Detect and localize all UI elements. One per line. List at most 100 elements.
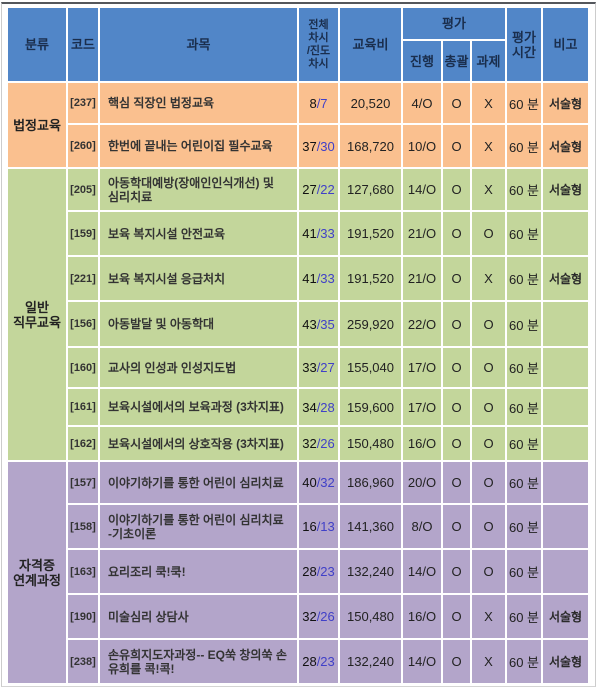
fee-cell: 150,480 (340, 427, 401, 460)
eval-assignment-cell: X (472, 83, 505, 123)
total-sessions: 34 (302, 399, 317, 415)
code-cell: [161] (68, 389, 98, 425)
eval-time-cell: 60 분 (507, 169, 541, 210)
total-sessions: 28 (302, 654, 317, 669)
code-cell: [163] (68, 550, 98, 593)
code-cell: [160] (68, 348, 98, 387)
fee-cell: 191,520 (340, 212, 401, 255)
progress-sessions: /30 (316, 138, 335, 154)
subject-cell: 한번에 끝내는 어린이집 필수교육 (100, 125, 297, 167)
progress-sessions: /13 (316, 519, 335, 534)
total-sessions: 33 (302, 360, 317, 375)
note-cell: 서술형 (543, 595, 588, 638)
progress-sessions: /35 (316, 316, 335, 332)
eval-progress-cell: 16/O (403, 427, 441, 460)
subject-cell: 손유희지도자과정-- EQ쑥 창의쑥 손 유희를 콕!콕! (100, 640, 297, 683)
eval-assignment-cell: O (472, 550, 505, 593)
sessions-cell: 41/33 (299, 257, 338, 300)
code-cell: [260] (68, 125, 98, 167)
eval-assignment-cell: X (472, 169, 505, 210)
eval-assignment-cell: O (472, 389, 505, 425)
header-code: 코드 (68, 8, 98, 81)
eval-assignment-cell: O (472, 212, 505, 255)
eval-progress-cell: 21/O (403, 212, 441, 255)
progress-sessions: /27 (316, 360, 335, 375)
code-cell: [162] (68, 427, 98, 460)
subject-cell: 아동발달 및 아동학대 (100, 302, 297, 346)
eval-assignment-cell: O (472, 427, 505, 460)
section-label-general: 일반 직무교육 (8, 169, 66, 460)
note-cell (543, 427, 588, 460)
sessions-cell: 40/32 (299, 462, 338, 503)
progress-sessions: /23 (316, 564, 335, 579)
eval-assignment-cell: O (472, 505, 505, 548)
note-cell: 서술형 (543, 83, 588, 123)
subject-cell: 핵심 직장인 법정교육 (100, 83, 297, 123)
sessions-cell: 32/26 (299, 427, 338, 460)
code-cell: [156] (68, 302, 98, 346)
progress-sessions: /26 (316, 609, 335, 624)
fee-cell: 159,600 (340, 389, 401, 425)
eval-assignment-cell: O (472, 302, 505, 346)
sessions-cell: 34/28 (299, 389, 338, 425)
subject-cell: 보육시설에서의 보육과정 (3차지표) (100, 389, 297, 425)
subject-cell: 이야기하기를 통한 어린이 심리치료 -기초이론 (100, 505, 297, 548)
total-sessions: 43 (302, 316, 317, 332)
eval-progress-cell: 14/O (403, 169, 441, 210)
eval-assignment-cell: O (472, 348, 505, 387)
note-cell: 서술형 (543, 125, 588, 167)
eval-assignment-cell: X (472, 257, 505, 300)
header-eval-overall: 총괄 (443, 41, 470, 81)
total-sessions: 41 (302, 271, 317, 286)
eval-overall-cell: O (443, 83, 470, 123)
header-evaluation: 평가 (403, 8, 505, 39)
eval-time-cell: 60 분 (507, 462, 541, 503)
note-cell (543, 348, 588, 387)
total-sessions: 27 (302, 182, 317, 197)
eval-assignment-cell: X (472, 125, 505, 167)
fee-cell: 259,920 (340, 302, 401, 346)
code-cell: [158] (68, 505, 98, 548)
eval-progress-cell: 8/O (403, 505, 441, 548)
subject-cell: 보육시설에서의 상호작용 (3차지표) (100, 427, 297, 460)
sessions-cell: 27/22 (299, 169, 338, 210)
progress-sessions: /32 (316, 475, 335, 490)
header-fee: 교육비 (340, 8, 401, 81)
code-cell: [205] (68, 169, 98, 210)
code-cell: [157] (68, 462, 98, 503)
progress-sessions: /22 (316, 182, 335, 197)
sessions-cell: 43/35 (299, 302, 338, 346)
eval-overall-cell: O (443, 640, 470, 683)
note-cell (543, 389, 588, 425)
eval-overall-cell: O (443, 348, 470, 387)
section-label-cert: 자격증 연계과정 (8, 462, 66, 683)
header-subject: 과목 (100, 8, 297, 81)
eval-overall-cell: O (443, 595, 470, 638)
eval-overall-cell: O (443, 169, 470, 210)
note-cell (543, 212, 588, 255)
subject-cell: 요리조리 쿡!쿡! (100, 550, 297, 593)
code-cell: [190] (68, 595, 98, 638)
eval-time-cell: 60 분 (507, 550, 541, 593)
eval-progress-cell: 17/O (403, 348, 441, 387)
header-category: 분류 (8, 8, 66, 81)
sessions-cell: 28/23 (299, 550, 338, 593)
eval-overall-cell: O (443, 212, 470, 255)
eval-progress-cell: 4/O (403, 83, 441, 123)
sessions-cell: 37/30 (299, 125, 338, 167)
code-cell: [159] (68, 212, 98, 255)
fee-cell: 127,680 (340, 169, 401, 210)
eval-time-cell: 60 분 (507, 302, 541, 346)
eval-time-cell: 60 분 (507, 83, 541, 123)
total-sessions: 40 (302, 475, 317, 490)
progress-sessions: /33 (316, 271, 335, 286)
subject-cell: 교사의 인성과 인성지도법 (100, 348, 297, 387)
fee-cell: 191,520 (340, 257, 401, 300)
eval-progress-cell: 10/O (403, 125, 441, 167)
eval-time-cell: 60 분 (507, 640, 541, 683)
note-cell (543, 550, 588, 593)
note-cell (543, 505, 588, 548)
subject-cell: 아동학대예방(장애인인식개선) 및 심리치료 (100, 169, 297, 210)
eval-progress-cell: 16/O (403, 595, 441, 638)
